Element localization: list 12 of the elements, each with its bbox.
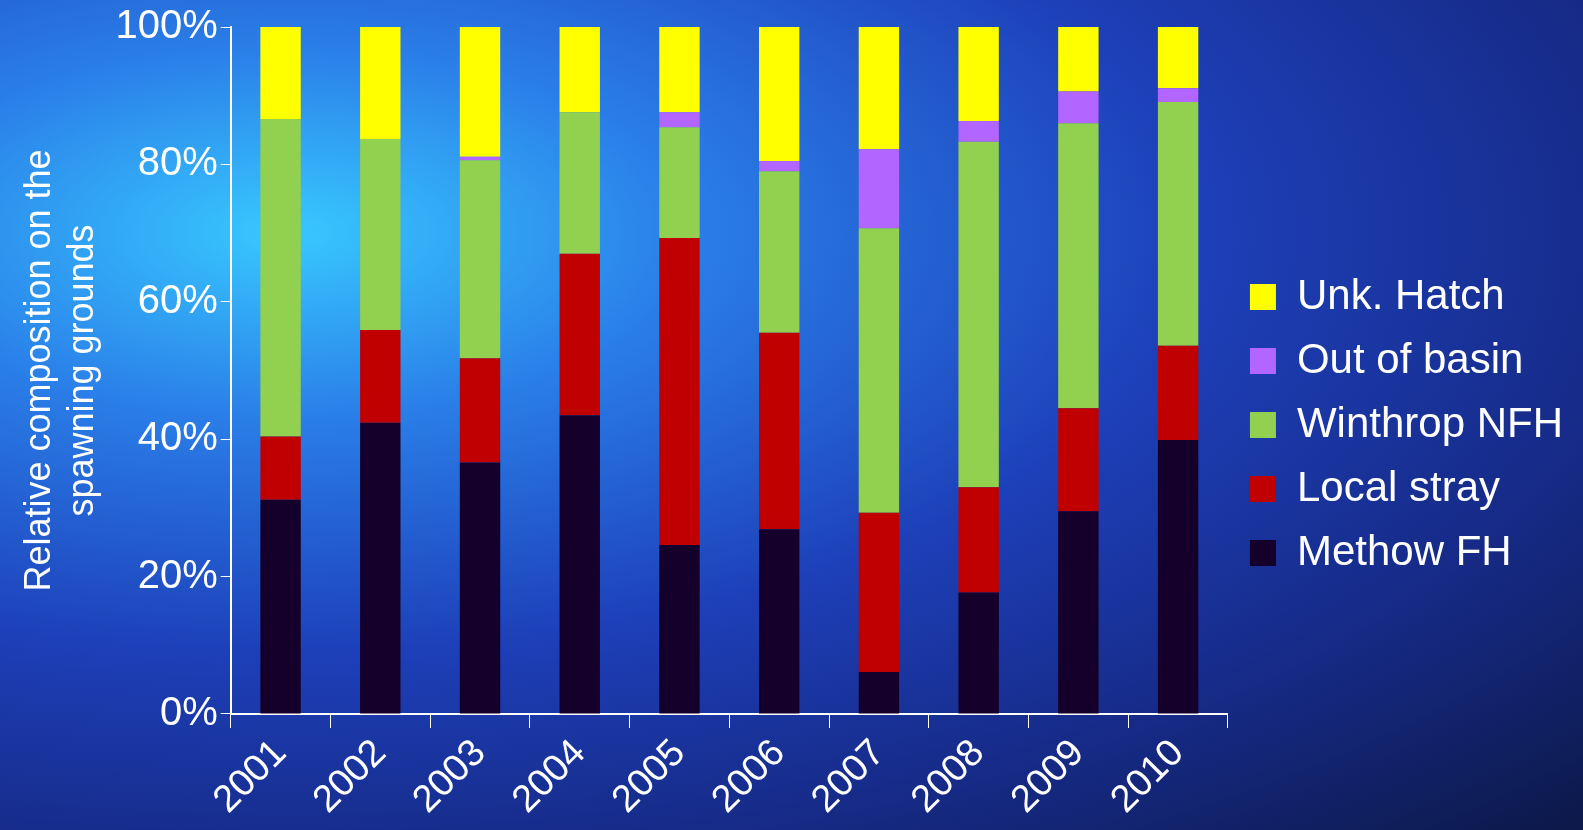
legend-label: Unk. Hatch (1296, 270, 1505, 318)
y-axis-title: Relative composition on the spawning grounds (16, 149, 101, 592)
y-tick-label: 60% (137, 276, 218, 321)
y-tick-label: 100% (115, 2, 218, 47)
legend-label: Local stray (1296, 462, 1501, 510)
y-tick-label: 0% (159, 689, 218, 734)
y-tick-label: 20% (137, 551, 218, 596)
y-tick-label: 80% (137, 139, 218, 184)
legend-label: Methow FH (1296, 526, 1512, 574)
legend-label: Winthrop NFH (1296, 398, 1564, 446)
y-tick-label: 40% (137, 414, 218, 459)
legend-label: Out of basin (1296, 334, 1524, 382)
